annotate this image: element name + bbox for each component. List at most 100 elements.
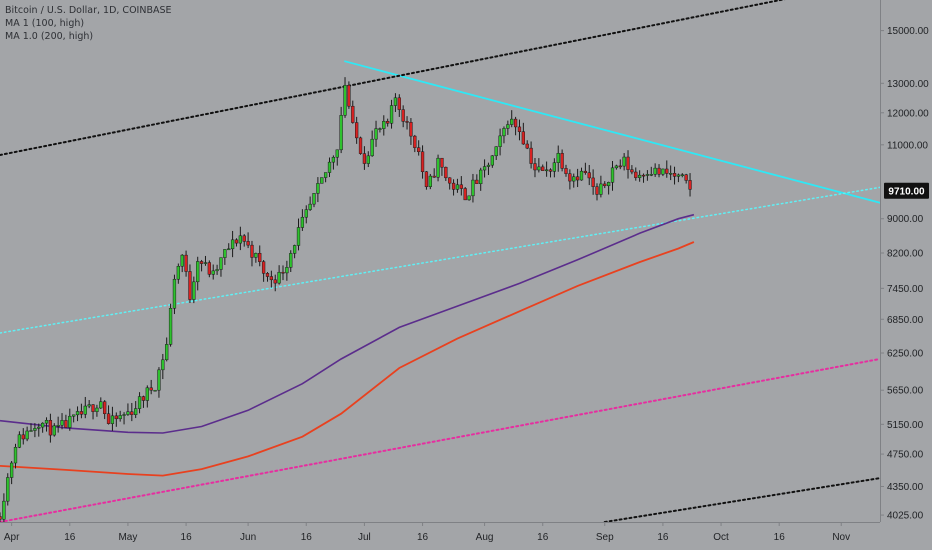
candle-up	[455, 184, 460, 190]
candle	[64, 414, 68, 428]
candle	[335, 149, 339, 166]
candle-down	[409, 122, 413, 137]
candle-down	[114, 415, 118, 420]
candle	[207, 260, 211, 278]
candle-up	[230, 239, 235, 250]
price-axis: 4025.00 4350.00 4750.00 5150.00 5650.00 6250.…	[880, 0, 932, 522]
time-tick-label: 16	[64, 532, 76, 543]
candle-down	[595, 186, 599, 195]
candle-up	[157, 369, 161, 391]
candle	[180, 254, 184, 273]
candle	[370, 130, 374, 157]
candle-up	[292, 245, 297, 254]
candle-down	[188, 271, 192, 300]
candle	[397, 94, 401, 117]
candle-up	[122, 414, 126, 416]
candle	[296, 218, 301, 251]
candle-down	[475, 179, 479, 184]
trendline-channel-magenta	[0, 357, 881, 523]
candle	[428, 173, 432, 190]
candle	[91, 404, 95, 420]
candle-up	[165, 344, 169, 361]
candle-up	[99, 401, 103, 409]
candle-up	[277, 271, 281, 284]
candle-up	[599, 183, 603, 195]
candle	[420, 145, 425, 179]
candle	[440, 157, 444, 176]
candle	[25, 426, 29, 442]
candle	[541, 164, 545, 171]
time-tick-label: 16	[657, 532, 669, 543]
candle-down	[513, 118, 518, 128]
time-axis: Apr 16 May 16 Jun 16 Jul 16 Aug 16 Sep 16 Oct 16 Nov	[0, 522, 932, 550]
candle	[672, 166, 677, 185]
candle	[83, 396, 87, 419]
candle	[355, 116, 359, 144]
candle	[568, 169, 572, 190]
candle	[498, 128, 502, 156]
candle	[37, 423, 41, 437]
candle-up	[661, 168, 665, 175]
candle-down	[355, 122, 359, 139]
candle	[312, 193, 316, 208]
candle	[230, 230, 235, 258]
candle-down	[521, 131, 525, 145]
candle-down	[626, 156, 630, 170]
candle	[436, 154, 440, 182]
candle-up	[680, 174, 684, 176]
candle	[389, 99, 394, 129]
candle-up	[118, 415, 122, 420]
candle-down	[0, 516, 2, 520]
candle-down	[525, 143, 529, 149]
candle	[490, 155, 494, 168]
candle	[525, 140, 529, 150]
candle	[680, 173, 684, 178]
candle-down	[417, 147, 421, 152]
candles	[0, 77, 692, 524]
candle-down	[548, 169, 553, 172]
candle-down	[199, 261, 204, 264]
candle	[29, 423, 33, 432]
candle-down	[448, 177, 452, 184]
candle-down	[64, 420, 68, 428]
candle	[211, 264, 215, 280]
candle-down	[401, 109, 405, 122]
candle	[153, 389, 157, 392]
candle-up	[676, 174, 681, 177]
candle	[277, 265, 281, 285]
time-tick-label: Jul	[358, 532, 371, 543]
candle	[238, 226, 242, 251]
candle	[455, 178, 460, 193]
candle	[304, 205, 308, 224]
candle	[199, 259, 204, 272]
candle-up	[614, 165, 619, 169]
candle	[657, 164, 661, 178]
time-tick-label: Apr	[4, 532, 20, 543]
candle	[343, 77, 347, 118]
candle-down	[444, 166, 448, 179]
time-tick-label: 16	[537, 532, 549, 543]
candle-up	[479, 169, 483, 184]
candle-up	[219, 257, 223, 270]
candle	[165, 337, 169, 362]
candle	[289, 250, 293, 272]
candle-up	[192, 281, 196, 300]
candle-up	[75, 411, 80, 416]
candle-down	[48, 420, 53, 436]
candle-down	[405, 121, 409, 123]
candle-down	[246, 241, 250, 246]
time-tick-label: 16	[774, 532, 786, 543]
candle	[79, 403, 84, 419]
candle	[250, 240, 254, 267]
candle-up	[37, 426, 41, 429]
candle	[688, 173, 692, 197]
candle	[432, 168, 436, 178]
candle-down	[265, 273, 270, 277]
candle-up	[649, 174, 653, 176]
candle	[99, 397, 103, 409]
candle-up	[502, 128, 506, 137]
candle-up	[304, 209, 308, 218]
ma100-line	[0, 213, 695, 434]
candle	[417, 140, 421, 156]
